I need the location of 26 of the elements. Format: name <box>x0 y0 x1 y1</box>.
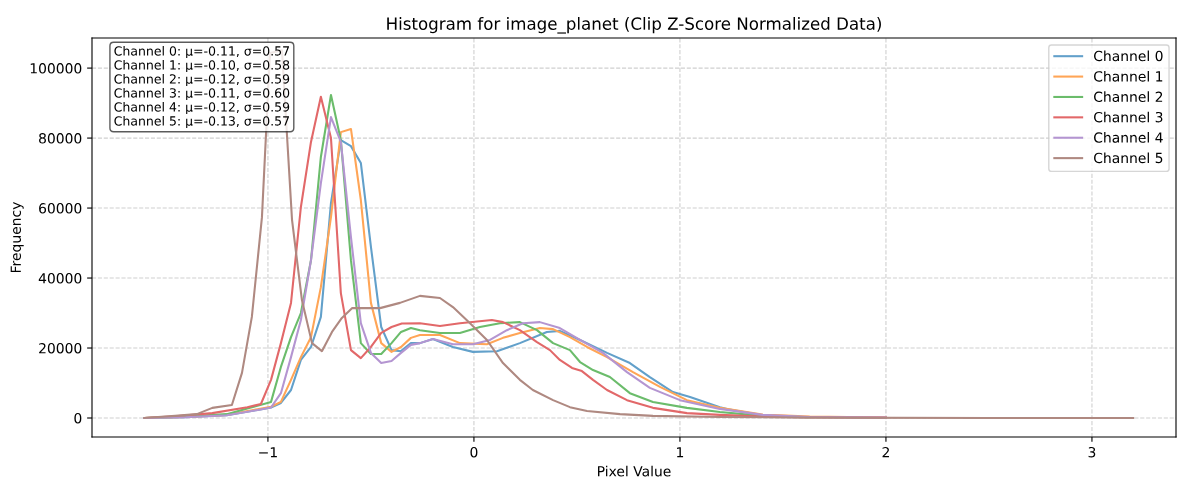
annotation: Channel 0: μ=-0.11, σ=0.57 <box>114 45 289 59</box>
legend-label: Channel 5 <box>1094 152 1163 164</box>
x-tick-label: 1 <box>677 447 684 458</box>
annotation: Channel 3: μ=-0.11, σ=0.60 <box>114 87 290 101</box>
x-tick-label: 2 <box>882 446 889 458</box>
y-tick-label: 20000 <box>39 342 82 354</box>
x-tick-label: −1 <box>259 447 277 458</box>
y-tick-label: 60000 <box>39 203 82 214</box>
annotation: Channel 1: μ=-0.10, σ=0.58 <box>114 59 290 73</box>
y-tick-label: 40000 <box>38 273 82 284</box>
legend-label: Channel 2 <box>1094 91 1163 103</box>
x-tick-label: 3 <box>1088 446 1096 458</box>
y-tick-label: 0 <box>74 412 82 424</box>
legend-label: Channel 0 <box>1094 50 1163 62</box>
legend-label: Channel 1 <box>1094 70 1163 82</box>
chart-title: Histogram for image_planet (Clip Z-Score Normalized Data) <box>387 17 881 34</box>
annotation: Channel 2: μ=-0.12, σ=0.59 <box>114 73 290 87</box>
y-axis-title: Frequency <box>10 202 24 273</box>
y-tick-label: 80000 <box>39 133 82 144</box>
annotation: Channel 5: μ=-0.13, σ=0.57 <box>114 115 289 129</box>
x-axis-title: Pixel Value <box>598 465 671 477</box>
x-tick-label: 0 <box>470 446 478 458</box>
y-tick-label: 100000 <box>30 63 82 74</box>
legend-label: Channel 3 <box>1094 111 1163 123</box>
legend-label: Channel 4 <box>1094 132 1163 143</box>
annotation: Channel 4: μ=-0.12, σ=0.59 <box>114 101 290 115</box>
